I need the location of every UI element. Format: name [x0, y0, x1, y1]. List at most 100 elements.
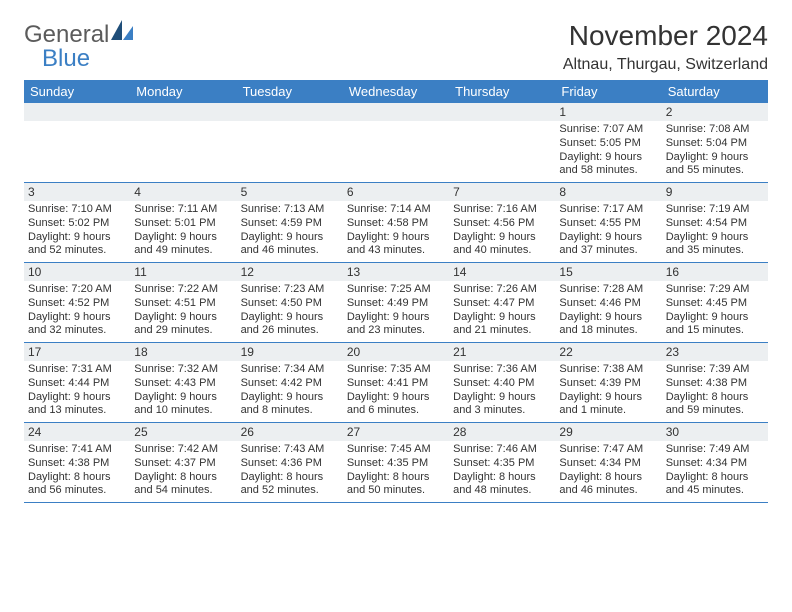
sunrise-text: Sunrise: 7:22 AM [134, 283, 232, 297]
sunset-text: Sunset: 4:39 PM [559, 377, 657, 391]
daylight-text: Daylight: 9 hours and 8 minutes. [241, 391, 339, 419]
day-cell [24, 103, 130, 182]
day-number: 22 [555, 343, 661, 361]
day-body: Sunrise: 7:35 AMSunset: 4:41 PMDaylight:… [343, 361, 449, 422]
sunset-text: Sunset: 4:36 PM [241, 457, 339, 471]
weekday-header: Sunday [24, 80, 130, 103]
day-number: 4 [130, 183, 236, 201]
daylight-text: Daylight: 9 hours and 49 minutes. [134, 231, 232, 259]
day-cell: 29Sunrise: 7:47 AMSunset: 4:34 PMDayligh… [555, 423, 661, 502]
daylight-text: Daylight: 9 hours and 13 minutes. [28, 391, 126, 419]
day-cell: 4Sunrise: 7:11 AMSunset: 5:01 PMDaylight… [130, 183, 236, 262]
location: Altnau, Thurgau, Switzerland [563, 56, 768, 74]
day-body: Sunrise: 7:26 AMSunset: 4:47 PMDaylight:… [449, 281, 555, 342]
sunset-text: Sunset: 4:42 PM [241, 377, 339, 391]
logo-text-blue: Blue [42, 47, 90, 71]
day-number: 3 [24, 183, 130, 201]
day-body: Sunrise: 7:47 AMSunset: 4:34 PMDaylight:… [555, 441, 661, 502]
day-cell: 28 Sunrise: 7:46 AMSunset: 4:35 PMDayligh… [449, 423, 555, 502]
day-body: Sunrise: 7:29 AMSunset: 4:45 PMDaylight:… [662, 281, 768, 342]
day-number [449, 103, 555, 121]
day-body: Sunrise: 7:16 AMSunset: 4:56 PMDaylight:… [449, 201, 555, 262]
day-body: Sunrise: 7:36 AMSunset: 4:40 PMDaylight:… [449, 361, 555, 422]
day-cell [449, 103, 555, 182]
day-cell: 5Sunrise: 7:13 AMSunset: 4:59 PMDaylight… [237, 183, 343, 262]
day-cell: 10Sunrise: 7:20 AMSunset: 4:52 PMDayligh… [24, 263, 130, 342]
sunset-text: Sunset: 4:50 PM [241, 297, 339, 311]
day-cell: 15Sunrise: 7:28 AMSunset: 4:46 PMDayligh… [555, 263, 661, 342]
daylight-text: Daylight: 9 hours and 26 minutes. [241, 311, 339, 339]
sunset-text: Sunset: 4:38 PM [666, 377, 764, 391]
sunrise-text: Sunrise: 7:13 AM [241, 203, 339, 217]
sunset-text: Sunset: 4:46 PM [559, 297, 657, 311]
logo-text-general: General [24, 21, 109, 48]
day-number: 13 [343, 263, 449, 281]
day-number: 28 [449, 423, 555, 441]
day-number: 16 [662, 263, 768, 281]
day-cell: 3Sunrise: 7:10 AMSunset: 5:02 PMDaylight… [24, 183, 130, 262]
day-number: 5 [237, 183, 343, 201]
day-cell: 14Sunrise: 7:26 AMSunset: 4:47 PMDayligh… [449, 263, 555, 342]
sunset-text: Sunset: 4:40 PM [453, 377, 551, 391]
day-number: 20 [343, 343, 449, 361]
daylight-text: Daylight: 9 hours and 3 minutes. [453, 391, 551, 419]
day-number [130, 103, 236, 121]
day-number: 18 [130, 343, 236, 361]
daylight-text: Daylight: 8 hours and 45 minutes. [666, 471, 764, 499]
day-body: Sunrise: 7:11 AMSunset: 5:01 PMDaylight:… [130, 201, 236, 262]
day-number: 8 [555, 183, 661, 201]
day-cell: 13Sunrise: 7:25 AMSunset: 4:49 PMDayligh… [343, 263, 449, 342]
day-body: Sunrise: 7:43 AMSunset: 4:36 PMDaylight:… [237, 441, 343, 502]
sunset-text: Sunset: 4:54 PM [666, 217, 764, 231]
day-body [343, 121, 449, 127]
week-row: 24Sunrise: 7:41 AMSunset: 4:38 PMDayligh… [24, 423, 768, 503]
daylight-text: Daylight: 9 hours and 23 minutes. [347, 311, 445, 339]
day-cell: 23Sunrise: 7:39 AMSunset: 4:38 PMDayligh… [662, 343, 768, 422]
day-number: 30 [662, 423, 768, 441]
sunset-text: Sunset: 4:55 PM [559, 217, 657, 231]
calendar: Sunday Monday Tuesday Wednesday Thursday… [24, 80, 768, 503]
day-body: Sunrise: 7:39 AMSunset: 4:38 PMDaylight:… [662, 361, 768, 422]
day-cell: 21Sunrise: 7:36 AMSunset: 4:40 PMDayligh… [449, 343, 555, 422]
sunrise-text: Sunrise: 7:29 AM [666, 283, 764, 297]
sunrise-text: Sunrise: 7:26 AM [453, 283, 551, 297]
sunrise-text: Sunrise: 7:28 AM [559, 283, 657, 297]
daylight-text: Daylight: 8 hours and 48 minutes. [453, 471, 551, 499]
week-row: 10Sunrise: 7:20 AMSunset: 4:52 PMDayligh… [24, 263, 768, 343]
day-body: Sunrise: 7:14 AMSunset: 4:58 PMDaylight:… [343, 201, 449, 262]
day-body: Sunrise: 7:17 AMSunset: 4:55 PMDaylight:… [555, 201, 661, 262]
day-number: 23 [662, 343, 768, 361]
daylight-text: Daylight: 9 hours and 10 minutes. [134, 391, 232, 419]
day-body: Sunrise: 7:19 AMSunset: 4:54 PMDaylight:… [662, 201, 768, 262]
day-body: Sunrise: 7:07 AMSunset: 5:05 PMDaylight:… [555, 121, 661, 182]
sunset-text: Sunset: 4:58 PM [347, 217, 445, 231]
sunrise-text: Sunrise: 7:08 AM [666, 123, 764, 137]
day-cell [343, 103, 449, 182]
day-body: Sunrise: 7:23 AMSunset: 4:50 PMDaylight:… [237, 281, 343, 342]
sunrise-text: Sunrise: 7:46 AM [453, 443, 551, 457]
sunset-text: Sunset: 4:35 PM [453, 457, 551, 471]
day-body: Sunrise: 7:22 AMSunset: 4:51 PMDaylight:… [130, 281, 236, 342]
day-number [24, 103, 130, 121]
daylight-text: Daylight: 8 hours and 56 minutes. [28, 471, 126, 499]
sunset-text: Sunset: 4:51 PM [134, 297, 232, 311]
sunrise-text: Sunrise: 7:23 AM [241, 283, 339, 297]
sunrise-text: Sunrise: 7:41 AM [28, 443, 126, 457]
daylight-text: Daylight: 9 hours and 35 minutes. [666, 231, 764, 259]
daylight-text: Daylight: 9 hours and 32 minutes. [28, 311, 126, 339]
sunset-text: Sunset: 5:04 PM [666, 137, 764, 151]
sunrise-text: Sunrise: 7:20 AM [28, 283, 126, 297]
daylight-text: Daylight: 9 hours and 55 minutes. [666, 151, 764, 179]
day-body [449, 121, 555, 127]
daylight-text: Daylight: 9 hours and 43 minutes. [347, 231, 445, 259]
week-row: 3Sunrise: 7:10 AMSunset: 5:02 PMDaylight… [24, 183, 768, 263]
sunrise-text: Sunrise: 7:49 AM [666, 443, 764, 457]
weekday-header-row: Sunday Monday Tuesday Wednesday Thursday… [24, 80, 768, 103]
sunrise-text: Sunrise: 7:34 AM [241, 363, 339, 377]
day-body: Sunrise: 7:38 AMSunset: 4:39 PMDaylight:… [555, 361, 661, 422]
day-number: 21 [449, 343, 555, 361]
day-body: Sunrise: 7:25 AMSunset: 4:49 PMDaylight:… [343, 281, 449, 342]
day-cell: 19Sunrise: 7:34 AMSunset: 4:42 PMDayligh… [237, 343, 343, 422]
logo-sail-icon [111, 20, 133, 45]
sunset-text: Sunset: 4:45 PM [666, 297, 764, 311]
